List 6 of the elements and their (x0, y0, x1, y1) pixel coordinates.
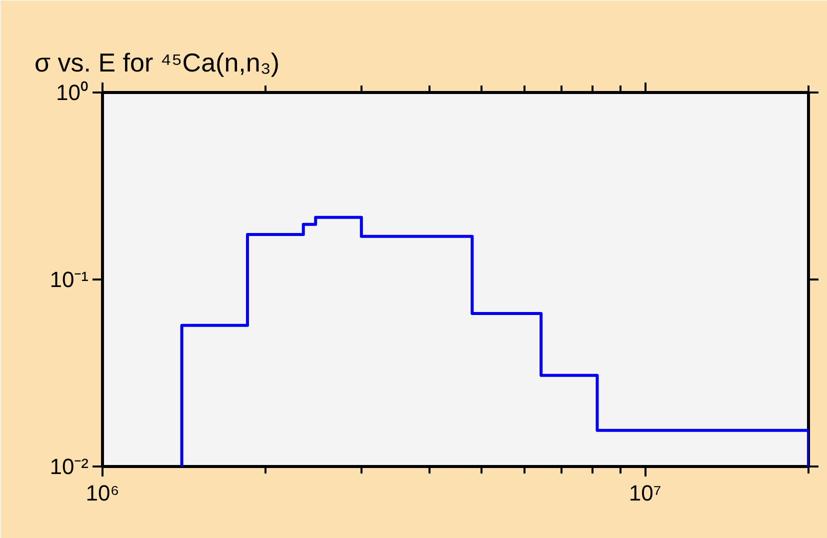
y-tick-label: 10⁻² (50, 454, 88, 479)
x-tick-label: 10⁶ (86, 480, 120, 506)
y-tick-label: 10⁰ (56, 80, 89, 105)
y-tick-label: 10⁻¹ (50, 267, 88, 292)
x-tick-label: 10⁷ (628, 480, 662, 506)
chart-title: σ vs. E for ⁴⁵Ca(n,n₃) (34, 48, 280, 78)
